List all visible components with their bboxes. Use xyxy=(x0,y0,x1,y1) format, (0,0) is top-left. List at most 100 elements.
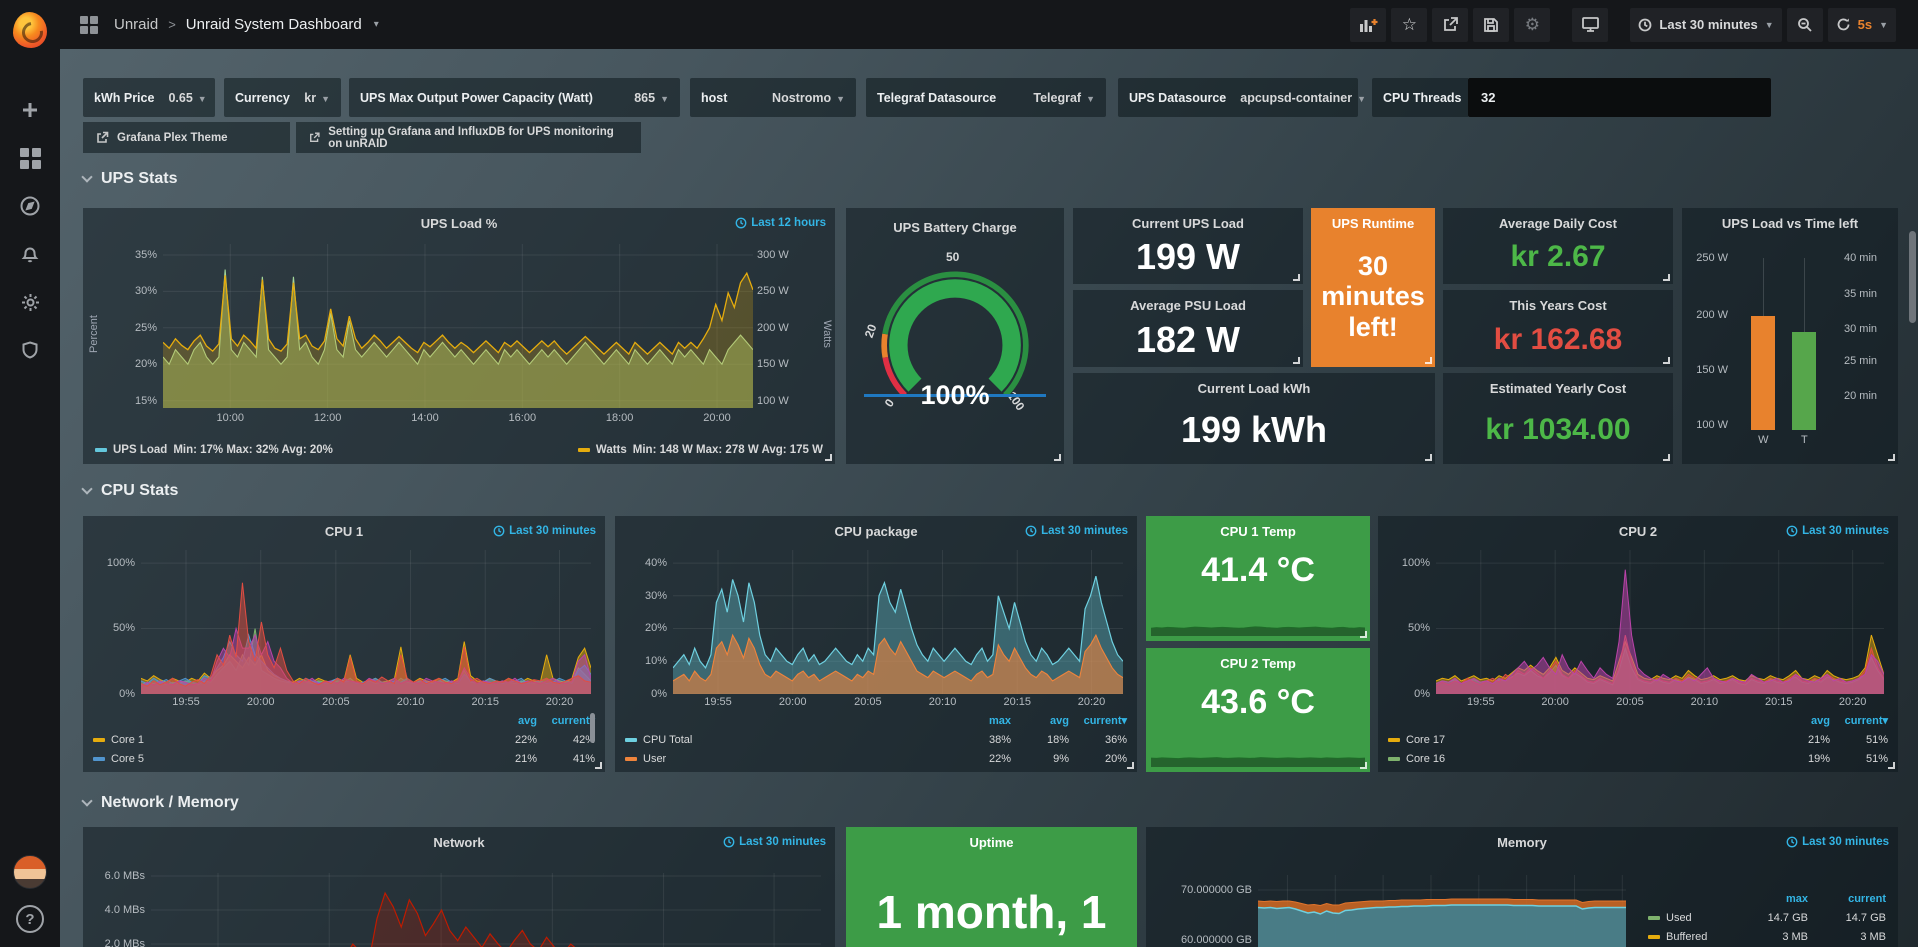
legend-row[interactable]: Core 17 21% 51% xyxy=(1388,730,1888,749)
legend-item[interactable]: Watts Min: 148 W Max: 278 W Avg: 175 W xyxy=(578,444,823,456)
panel-time-range[interactable]: Last 30 minutes xyxy=(1025,525,1128,537)
refresh-button[interactable]: 5s ▼ xyxy=(1828,8,1896,42)
page-scrollbar[interactable] xyxy=(1909,49,1916,947)
resize-handle[interactable] xyxy=(595,762,602,769)
panel-title[interactable]: UPS Runtime xyxy=(1311,216,1435,231)
dashboards-icon[interactable] xyxy=(12,142,48,174)
cpu-threads-input[interactable] xyxy=(1468,78,1771,117)
resize-handle[interactable] xyxy=(1425,357,1432,364)
axis-tick-label: 19:55 xyxy=(1467,696,1495,708)
grafana-logo-icon[interactable] xyxy=(0,0,60,60)
legend-row[interactable]: Core 5 21% 41% xyxy=(93,749,595,768)
dashboard-settings-button[interactable]: ⚙ xyxy=(1514,8,1550,42)
panel-title[interactable]: UPS Battery Charge xyxy=(846,220,1064,235)
axis-tick-label: 20:20 xyxy=(1078,696,1106,708)
save-dashboard-button[interactable] xyxy=(1473,8,1509,42)
resize-handle[interactable] xyxy=(1360,631,1367,638)
resize-handle[interactable] xyxy=(1888,762,1895,769)
bar-W[interactable] xyxy=(1751,316,1775,430)
panel-time-range[interactable]: Last 30 minutes xyxy=(1786,525,1889,537)
resize-handle[interactable] xyxy=(825,454,832,461)
bar-T[interactable] xyxy=(1792,332,1816,430)
legend-row[interactable]: Buffered 3 MB 3 MB xyxy=(1648,927,1886,946)
clock-icon xyxy=(493,525,505,537)
user-avatar[interactable] xyxy=(13,855,47,889)
legend-item[interactable]: UPS Load Min: 17% Max: 32% Avg: 20% xyxy=(95,444,333,456)
breadcrumb-dashboard-title[interactable]: Unraid System Dashboard xyxy=(186,16,362,33)
configuration-gear-icon[interactable] xyxy=(12,286,48,318)
panel-title[interactable]: Average PSU Load xyxy=(1073,298,1303,313)
zoom-out-time-button[interactable] xyxy=(1787,8,1823,42)
bars-chart[interactable] xyxy=(1732,258,1840,430)
cycle-view-mode-button[interactable] xyxy=(1572,8,1608,42)
panel-title[interactable]: CPU 2 Temp xyxy=(1146,656,1370,671)
resize-handle[interactable] xyxy=(1663,357,1670,364)
create-plus-icon[interactable] xyxy=(12,94,48,126)
resize-handle[interactable] xyxy=(1360,762,1367,769)
panel-title[interactable]: Current Load kWh xyxy=(1073,381,1435,396)
variable-value-dropdown[interactable]: apcupsd-container▼ xyxy=(1240,91,1366,105)
section-ups-stats[interactable]: UPS Stats xyxy=(83,170,177,188)
legend-row[interactable]: Core 16 19% 51% xyxy=(1388,749,1888,768)
alerting-bell-icon[interactable] xyxy=(12,238,48,270)
section-cpu-stats[interactable]: CPU Stats xyxy=(83,482,178,500)
cpu-package-chart[interactable] xyxy=(673,550,1123,694)
scrollbar-thumb[interactable] xyxy=(1909,231,1916,323)
panel-title[interactable]: This Years Cost xyxy=(1443,298,1673,313)
legend-row[interactable]: Core 1 22% 42% xyxy=(93,730,595,749)
panel-title[interactable]: UPS Load vs Time left xyxy=(1682,216,1898,231)
resize-handle[interactable] xyxy=(1293,274,1300,281)
panel-title[interactable]: Estimated Yearly Cost xyxy=(1443,381,1673,396)
network-chart[interactable] xyxy=(151,873,821,947)
ups-load-legend: UPS Load Min: 17% Max: 32% Avg: 20% Watt… xyxy=(95,444,823,456)
chevron-down-icon: ▼ xyxy=(1765,20,1774,30)
axis-tick-label: 20% xyxy=(135,358,157,370)
panel-title[interactable]: UPS Load % xyxy=(83,216,835,231)
resize-handle[interactable] xyxy=(1888,454,1895,461)
server-admin-shield-icon[interactable] xyxy=(12,334,48,366)
breadcrumb-caret-icon[interactable]: ▾ xyxy=(374,19,379,30)
cpu2-chart[interactable] xyxy=(1436,550,1884,694)
help-icon[interactable]: ? xyxy=(16,905,44,933)
cpu-package-legend: max avg current▾ CPU Total 38% 18% 36% U… xyxy=(625,711,1127,768)
panel-title[interactable]: CPU 1 Temp xyxy=(1146,524,1370,539)
explore-compass-icon[interactable] xyxy=(12,190,48,222)
legend-scrollbar[interactable] xyxy=(590,713,595,743)
cpu1-chart[interactable] xyxy=(141,550,591,694)
legend-row[interactable]: CPU Total 38% 18% 36% xyxy=(625,730,1127,749)
legend-header: max avg current▾ xyxy=(625,711,1127,730)
resize-handle[interactable] xyxy=(1663,454,1670,461)
panel-time-range[interactable]: Last 30 minutes xyxy=(723,836,826,848)
resize-handle[interactable] xyxy=(1663,274,1670,281)
panel-ups-battery-charge: UPS Battery Charge 0 20 50 100 100% xyxy=(846,208,1064,464)
panel-title[interactable]: Current UPS Load xyxy=(1073,216,1303,231)
panel-time-range[interactable]: Last 30 minutes xyxy=(493,525,596,537)
panel-time-range[interactable]: Last 30 minutes xyxy=(1786,836,1889,848)
resize-handle[interactable] xyxy=(1425,454,1432,461)
variable-value-dropdown[interactable]: 0.65▼ xyxy=(168,91,206,105)
dashboard-link-plex-theme[interactable]: Grafana Plex Theme xyxy=(83,122,290,153)
variable-value-dropdown[interactable]: kr▼ xyxy=(304,91,330,105)
memory-chart[interactable] xyxy=(1258,875,1626,947)
variable-value-dropdown[interactable]: Nostromo▼ xyxy=(772,91,845,105)
legend-row[interactable]: Used 14.7 GB 14.7 GB xyxy=(1648,908,1886,927)
add-panel-button[interactable] xyxy=(1350,8,1386,42)
resize-handle[interactable] xyxy=(1127,762,1134,769)
variable-value-dropdown[interactable]: Telegraf▼ xyxy=(1033,91,1095,105)
share-dashboard-button[interactable] xyxy=(1432,8,1468,42)
legend-row[interactable]: User 22% 9% 20% xyxy=(625,749,1127,768)
panel-time-range[interactable]: Last 12 hours xyxy=(735,217,826,229)
section-network-memory[interactable]: Network / Memory xyxy=(83,794,239,812)
resize-handle[interactable] xyxy=(1293,357,1300,364)
time-range-picker[interactable]: Last 30 minutes ▼ xyxy=(1630,8,1781,42)
panel-current-ups-load: Current UPS Load 199 W xyxy=(1073,208,1303,284)
variable-value-dropdown[interactable]: 865▼ xyxy=(634,91,669,105)
axis-tick-label: 60.000000 GB xyxy=(1181,934,1252,946)
dashboard-link-ups-monitoring[interactable]: Setting up Grafana and InfluxDB for UPS … xyxy=(296,122,641,153)
panel-title[interactable]: Average Daily Cost xyxy=(1443,216,1673,231)
star-dashboard-button[interactable]: ☆ xyxy=(1391,8,1427,42)
resize-handle[interactable] xyxy=(1054,454,1061,461)
ups-load-chart[interactable] xyxy=(163,244,753,408)
panel-title[interactable]: Uptime xyxy=(846,835,1137,850)
breadcrumb-folder[interactable]: Unraid xyxy=(114,16,158,33)
